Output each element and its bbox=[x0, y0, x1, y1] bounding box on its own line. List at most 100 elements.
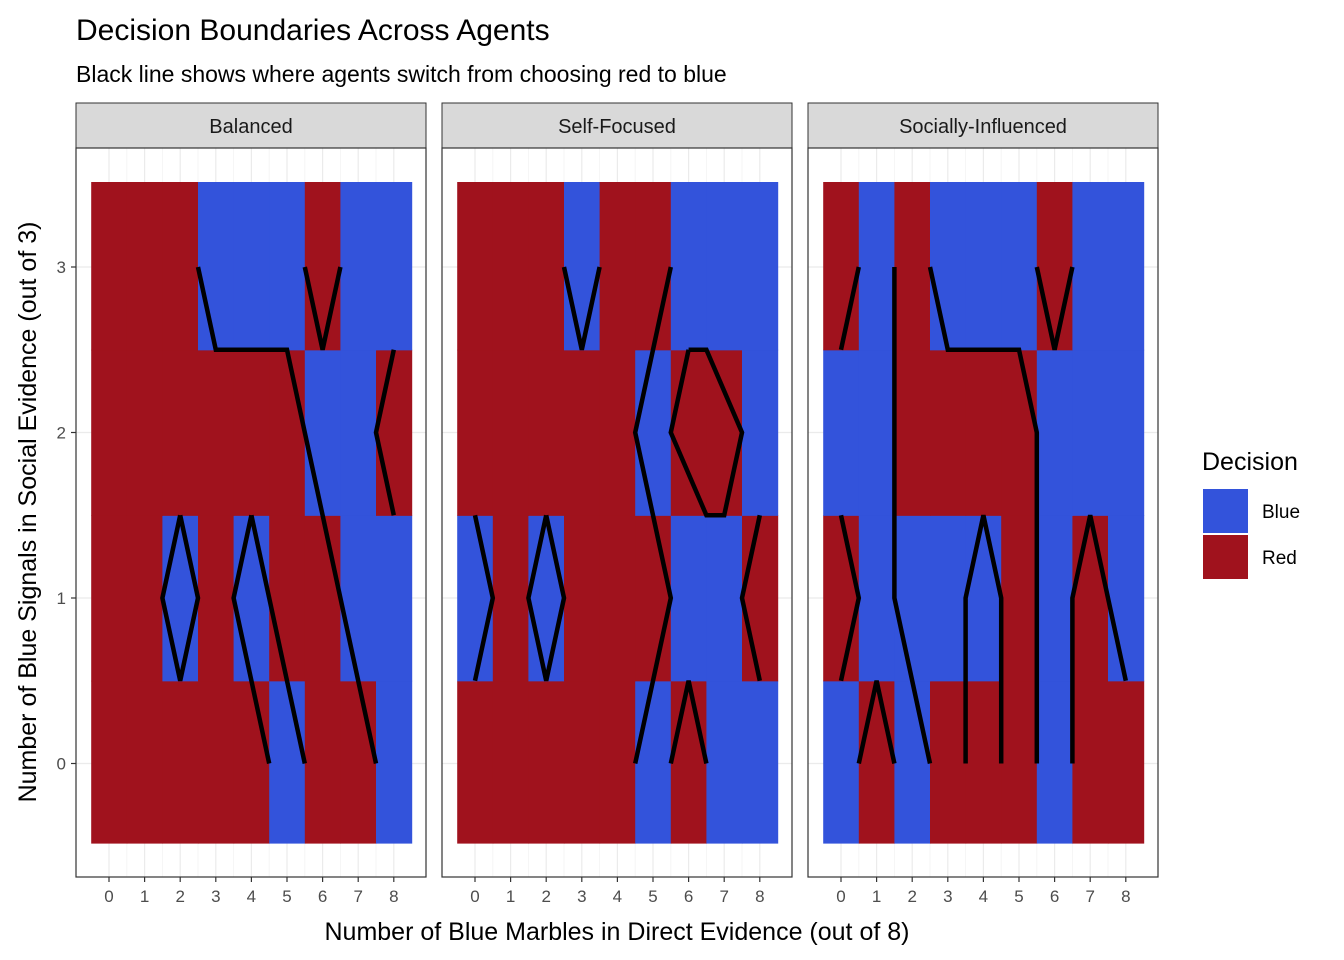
boundary-line bbox=[160, 514, 201, 682]
boundary-line bbox=[472, 514, 496, 682]
legend-key-blue bbox=[1203, 489, 1248, 533]
boundary-line bbox=[249, 514, 307, 764]
tile-x0-y0 bbox=[823, 680, 860, 844]
boundary-line bbox=[739, 514, 762, 682]
x-tick-label: 0 bbox=[104, 887, 113, 906]
tile-x1-y0 bbox=[126, 680, 163, 844]
boundary-line bbox=[892, 267, 933, 764]
tile-x6-y0 bbox=[1036, 680, 1073, 844]
x-tick-label: 1 bbox=[872, 887, 881, 906]
x-tick-label: 5 bbox=[282, 887, 291, 906]
x-tick-label: 4 bbox=[613, 887, 622, 906]
tile-x7-y1 bbox=[340, 515, 377, 682]
tile-x1-y0 bbox=[858, 680, 895, 844]
tile-x7-y1 bbox=[706, 515, 743, 682]
tile-x6-y2 bbox=[304, 349, 341, 516]
boundary-line bbox=[838, 514, 862, 682]
tile-x6-y1 bbox=[1036, 515, 1073, 682]
tile-x7-y3 bbox=[706, 182, 743, 351]
tile-x3-y2 bbox=[564, 349, 601, 516]
tile-x0-y2 bbox=[823, 349, 860, 516]
x-tick-label: 8 bbox=[1121, 887, 1130, 906]
tile-x1-y2 bbox=[126, 349, 163, 516]
tile-x0-y1 bbox=[91, 515, 128, 682]
tile-x4-y2 bbox=[233, 349, 270, 516]
tile-x5-y0 bbox=[635, 680, 672, 844]
boundary-line bbox=[231, 514, 272, 764]
boundary-line bbox=[1070, 514, 1128, 764]
tile-x5-y2 bbox=[269, 349, 306, 516]
facet-strip bbox=[75, 102, 427, 149]
tile-x7-y0 bbox=[340, 680, 377, 844]
boundary-line bbox=[373, 349, 396, 516]
tile-x3-y1 bbox=[930, 515, 967, 682]
tile-x7-y3 bbox=[340, 182, 377, 351]
tile-x8-y0 bbox=[1108, 680, 1145, 844]
tile-x6-y0 bbox=[304, 680, 341, 844]
tile-x0-y3 bbox=[91, 182, 128, 351]
tile-x0-y2 bbox=[457, 349, 494, 516]
tile-x3-y0 bbox=[198, 680, 235, 844]
tile-x4-y1 bbox=[233, 515, 270, 682]
tile-x1-y1 bbox=[858, 515, 895, 682]
tile-x5-y3 bbox=[269, 182, 306, 351]
x-tick-label: 4 bbox=[979, 887, 988, 906]
tile-x6-y3 bbox=[670, 182, 707, 351]
tile-x3-y3 bbox=[198, 182, 235, 351]
legend-label-blue: Blue bbox=[1262, 502, 1300, 523]
tile-x8-y1 bbox=[376, 515, 413, 682]
tile-x1-y2 bbox=[492, 349, 529, 516]
x-tick-label: 2 bbox=[907, 887, 916, 906]
tile-x8-y0 bbox=[376, 680, 413, 844]
tile-x0-y2 bbox=[91, 349, 128, 516]
tile-x5-y0 bbox=[1001, 680, 1038, 844]
x-tick-label: 5 bbox=[648, 887, 657, 906]
x-tick-label: 7 bbox=[1085, 887, 1094, 906]
tile-x8-y0 bbox=[742, 680, 779, 844]
x-tick-label: 6 bbox=[318, 887, 327, 906]
facet-strip-label: Self-Focused bbox=[558, 116, 676, 138]
tile-x2-y3 bbox=[528, 182, 565, 351]
tile-x0-y1 bbox=[823, 515, 860, 682]
tile-x2-y1 bbox=[528, 515, 565, 682]
y-axis-label: Number of Blue Signals in Social Evidenc… bbox=[14, 222, 42, 803]
tile-x5-y3 bbox=[635, 182, 672, 351]
tile-x2-y1 bbox=[162, 515, 199, 682]
boundary-line bbox=[526, 514, 567, 682]
x-tick-label: 7 bbox=[353, 887, 362, 906]
legend-label-red: Red bbox=[1262, 548, 1297, 569]
tile-x7-y0 bbox=[706, 680, 743, 844]
tile-x2-y2 bbox=[528, 349, 565, 516]
boundary-line bbox=[927, 266, 1040, 764]
tile-x2-y0 bbox=[528, 680, 565, 844]
tile-x8-y3 bbox=[376, 182, 413, 351]
tile-x8-y3 bbox=[1108, 182, 1145, 351]
tile-x3-y3 bbox=[564, 182, 601, 351]
boundary-line bbox=[963, 514, 1004, 764]
tile-x0-y3 bbox=[457, 182, 494, 351]
tile-x0-y0 bbox=[91, 680, 128, 844]
tile-x3-y1 bbox=[198, 515, 235, 682]
tile-x3-y0 bbox=[930, 680, 967, 844]
tile-x0-y0 bbox=[457, 680, 494, 844]
tile-x2-y3 bbox=[894, 182, 931, 351]
boundary-line bbox=[195, 266, 379, 764]
legend-title: Decision bbox=[1202, 448, 1298, 476]
facet-balanced: Balanced 0 1 2 3 4 5 6 7 8 0 1 2 3 bbox=[57, 102, 427, 906]
tile-x8-y1 bbox=[1108, 515, 1145, 682]
tile-x1-y2 bbox=[858, 349, 895, 516]
tile-x6-y3 bbox=[304, 182, 341, 351]
boundary-line bbox=[668, 680, 709, 764]
x-tick-label: 6 bbox=[684, 887, 693, 906]
tile-x0-y1 bbox=[457, 515, 494, 682]
tile-x7-y0 bbox=[1072, 680, 1109, 844]
x-tick-label: 3 bbox=[943, 887, 952, 906]
tile-x6-y1 bbox=[670, 515, 707, 682]
boundary-line bbox=[632, 266, 674, 764]
tile-x5-y3 bbox=[1001, 182, 1038, 351]
tile-x4-y0 bbox=[233, 680, 270, 844]
x-tick-label: 1 bbox=[140, 887, 149, 906]
tile-x3-y2 bbox=[198, 349, 235, 516]
tile-x3-y0 bbox=[564, 680, 601, 844]
